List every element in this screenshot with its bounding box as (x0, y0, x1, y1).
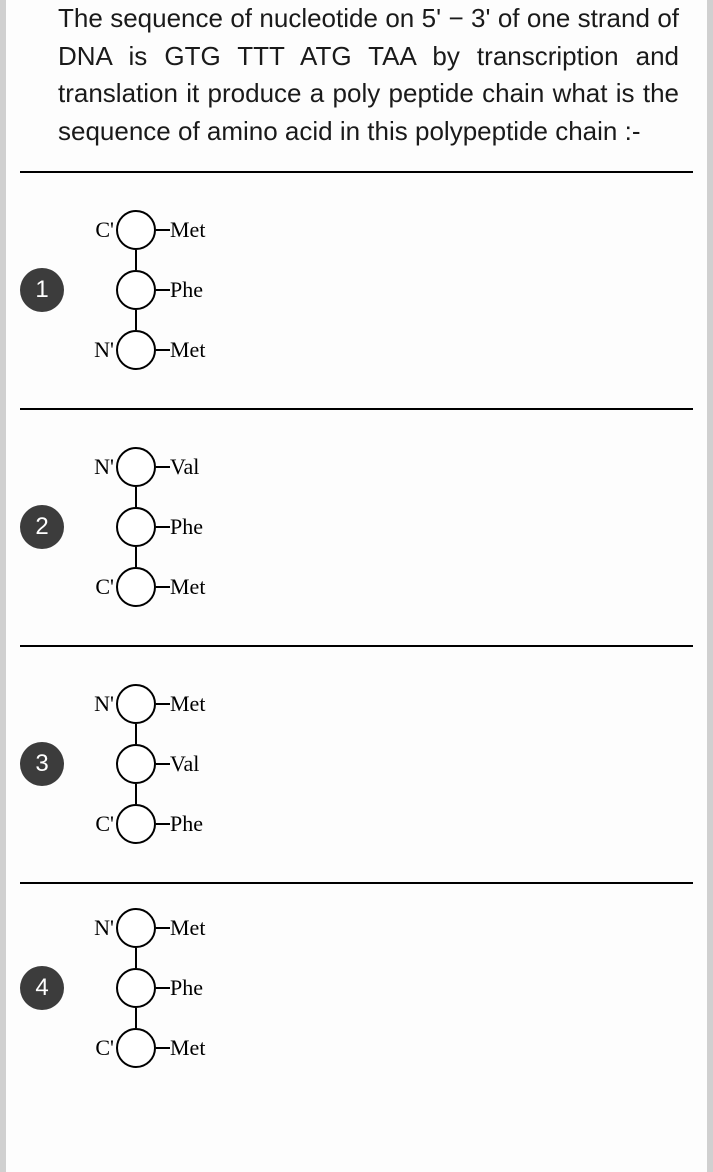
option-badge: 2 (20, 505, 64, 549)
residue: Val (88, 744, 199, 784)
residue-circle (116, 684, 156, 724)
residue: N' Met (88, 684, 205, 724)
amino-acid-label: Met (170, 337, 205, 363)
residue-circle (116, 210, 156, 250)
question-text: The sequence of nucleotide on 5' − 3' of… (6, 0, 707, 171)
residue-circle (116, 744, 156, 784)
peptide-chain: N' Met Val C' Phe (88, 684, 205, 844)
terminus-label: N' (88, 454, 116, 480)
residue: N' Met (88, 330, 205, 370)
option-row[interactable]: 1 C' Met Phe N' Met (6, 173, 707, 408)
peptide-chain: N' Met Phe C' Met (88, 908, 205, 1068)
amino-acid-label: Met (170, 1035, 205, 1061)
terminus-label: C' (88, 1035, 116, 1061)
option-row[interactable]: 3 N' Met Val C' Phe (6, 647, 707, 882)
residue: C' Met (88, 210, 205, 250)
amino-acid-label: Phe (170, 277, 203, 303)
amino-acid-label: Met (170, 217, 205, 243)
residue: C' Met (88, 567, 205, 607)
bond-stick (156, 586, 170, 588)
peptide-bond (135, 724, 137, 744)
bond-stick (156, 703, 170, 705)
bond-stick (156, 927, 170, 929)
terminus-label: N' (88, 915, 116, 941)
amino-acid-label: Phe (170, 811, 203, 837)
peptide-bond (135, 948, 137, 968)
residue-circle (116, 507, 156, 547)
residue-circle (116, 270, 156, 310)
residue: Phe (88, 270, 203, 310)
residue-circle (116, 567, 156, 607)
residue-circle (116, 804, 156, 844)
option-badge: 4 (20, 966, 64, 1010)
residue-circle (116, 968, 156, 1008)
peptide-bond (135, 310, 137, 330)
residue-circle (116, 447, 156, 487)
amino-acid-label: Phe (170, 514, 203, 540)
amino-acid-label: Phe (170, 975, 203, 1001)
residue-circle (116, 330, 156, 370)
option-row[interactable]: 4 N' Met Phe C' Met (6, 884, 707, 1092)
amino-acid-label: Met (170, 691, 205, 717)
amino-acid-label: Val (170, 751, 199, 777)
amino-acid-label: Met (170, 574, 205, 600)
terminus-label: N' (88, 337, 116, 363)
amino-acid-label: Val (170, 454, 199, 480)
residue: N' Val (88, 447, 199, 487)
peptide-chain: N' Val Phe C' Met (88, 447, 205, 607)
terminus-label: N' (88, 691, 116, 717)
bond-stick (156, 987, 170, 989)
terminus-label: C' (88, 811, 116, 837)
bond-stick (156, 289, 170, 291)
peptide-chain: C' Met Phe N' Met (88, 210, 205, 370)
residue-circle (116, 908, 156, 948)
residue: Phe (88, 507, 203, 547)
bond-stick (156, 229, 170, 231)
bond-stick (156, 763, 170, 765)
residue: C' Met (88, 1028, 205, 1068)
option-row[interactable]: 2 N' Val Phe C' Met (6, 410, 707, 645)
bond-stick (156, 466, 170, 468)
bond-stick (156, 526, 170, 528)
option-badge: 1 (20, 268, 64, 312)
terminus-label: C' (88, 574, 116, 600)
peptide-bond (135, 250, 137, 270)
residue: Phe (88, 968, 203, 1008)
peptide-bond (135, 547, 137, 567)
peptide-bond (135, 487, 137, 507)
residue: C' Phe (88, 804, 203, 844)
residue: N' Met (88, 908, 205, 948)
residue-circle (116, 1028, 156, 1068)
bond-stick (156, 1047, 170, 1049)
bond-stick (156, 823, 170, 825)
peptide-bond (135, 1008, 137, 1028)
terminus-label: C' (88, 217, 116, 243)
option-badge: 3 (20, 742, 64, 786)
amino-acid-label: Met (170, 915, 205, 941)
peptide-bond (135, 784, 137, 804)
bond-stick (156, 349, 170, 351)
